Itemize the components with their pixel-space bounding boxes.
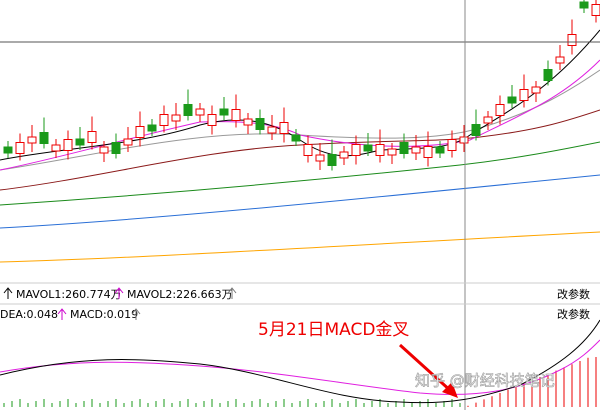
candle: [231, 109, 241, 121]
candle: [411, 146, 421, 154]
candle: [207, 114, 217, 126]
candle: [63, 139, 73, 151]
candle: [15, 142, 25, 154]
candle: [39, 132, 49, 144]
candle: [339, 151, 349, 159]
arrow-icon: [114, 287, 124, 299]
candle: [183, 104, 193, 116]
candle: [315, 154, 325, 162]
candle: [555, 56, 565, 64]
candle: [27, 136, 37, 144]
annotation: 5月21日MACD金叉: [258, 320, 409, 340]
button[interactable]: 改参数: [557, 307, 590, 321]
candle: [507, 96, 517, 104]
ma-line: [0, 231, 600, 263]
arrow-icon: [131, 308, 141, 320]
candle: [87, 131, 97, 143]
candle: [243, 118, 253, 126]
dea: DEA:0.048: [0, 308, 58, 321]
candle: [99, 146, 109, 154]
candle: [195, 108, 205, 116]
candle: [483, 116, 493, 124]
candle: [531, 86, 541, 94]
candle: [255, 118, 265, 130]
candle: [399, 142, 409, 154]
mavol1: MAVOL1:260.774万: [16, 288, 122, 301]
candle: [279, 122, 289, 134]
candle: [51, 144, 61, 152]
candle: [363, 144, 373, 152]
button[interactable]: 改参数: [557, 287, 590, 301]
dif-line: [0, 319, 600, 404]
candle: [459, 136, 469, 144]
candle: [327, 154, 337, 166]
arrow-icon: [227, 287, 237, 299]
mavol2: MAVOL2:226.663万: [127, 288, 233, 301]
arrow-icon: [57, 308, 67, 320]
candle: [147, 124, 157, 132]
ma-line: [0, 141, 600, 206]
candle: [435, 146, 445, 154]
candle: [471, 124, 481, 136]
candle: [159, 114, 169, 126]
candle: [75, 138, 85, 146]
ma-line: [0, 109, 600, 191]
watermark: 知乎 @财经科技笔记: [415, 372, 555, 390]
candle: [447, 139, 457, 151]
arrow-icon: [3, 287, 13, 299]
candle: [135, 126, 145, 138]
candle: [171, 114, 181, 122]
dea-line: [0, 339, 600, 395]
candle: [591, 4, 600, 16]
candle: [291, 134, 301, 142]
candle: [567, 34, 577, 46]
candle: [387, 148, 397, 156]
candle: [495, 104, 505, 116]
candle: [519, 89, 529, 101]
candle: [423, 146, 433, 158]
macd: MACD:0.019: [70, 308, 138, 321]
candle: [303, 144, 313, 156]
annotation-arrowhead: [442, 382, 458, 398]
candle: [579, 1, 589, 9]
candle: [219, 108, 229, 116]
macd-panel: [0, 319, 600, 407]
candle: [543, 69, 553, 81]
candle: [123, 138, 133, 146]
candle: [3, 146, 13, 154]
candle: [351, 144, 361, 156]
ma-line: [0, 174, 600, 229]
candle: [375, 144, 385, 156]
candle: [267, 126, 277, 134]
candles: [3, 0, 600, 171]
candle: [111, 142, 121, 154]
